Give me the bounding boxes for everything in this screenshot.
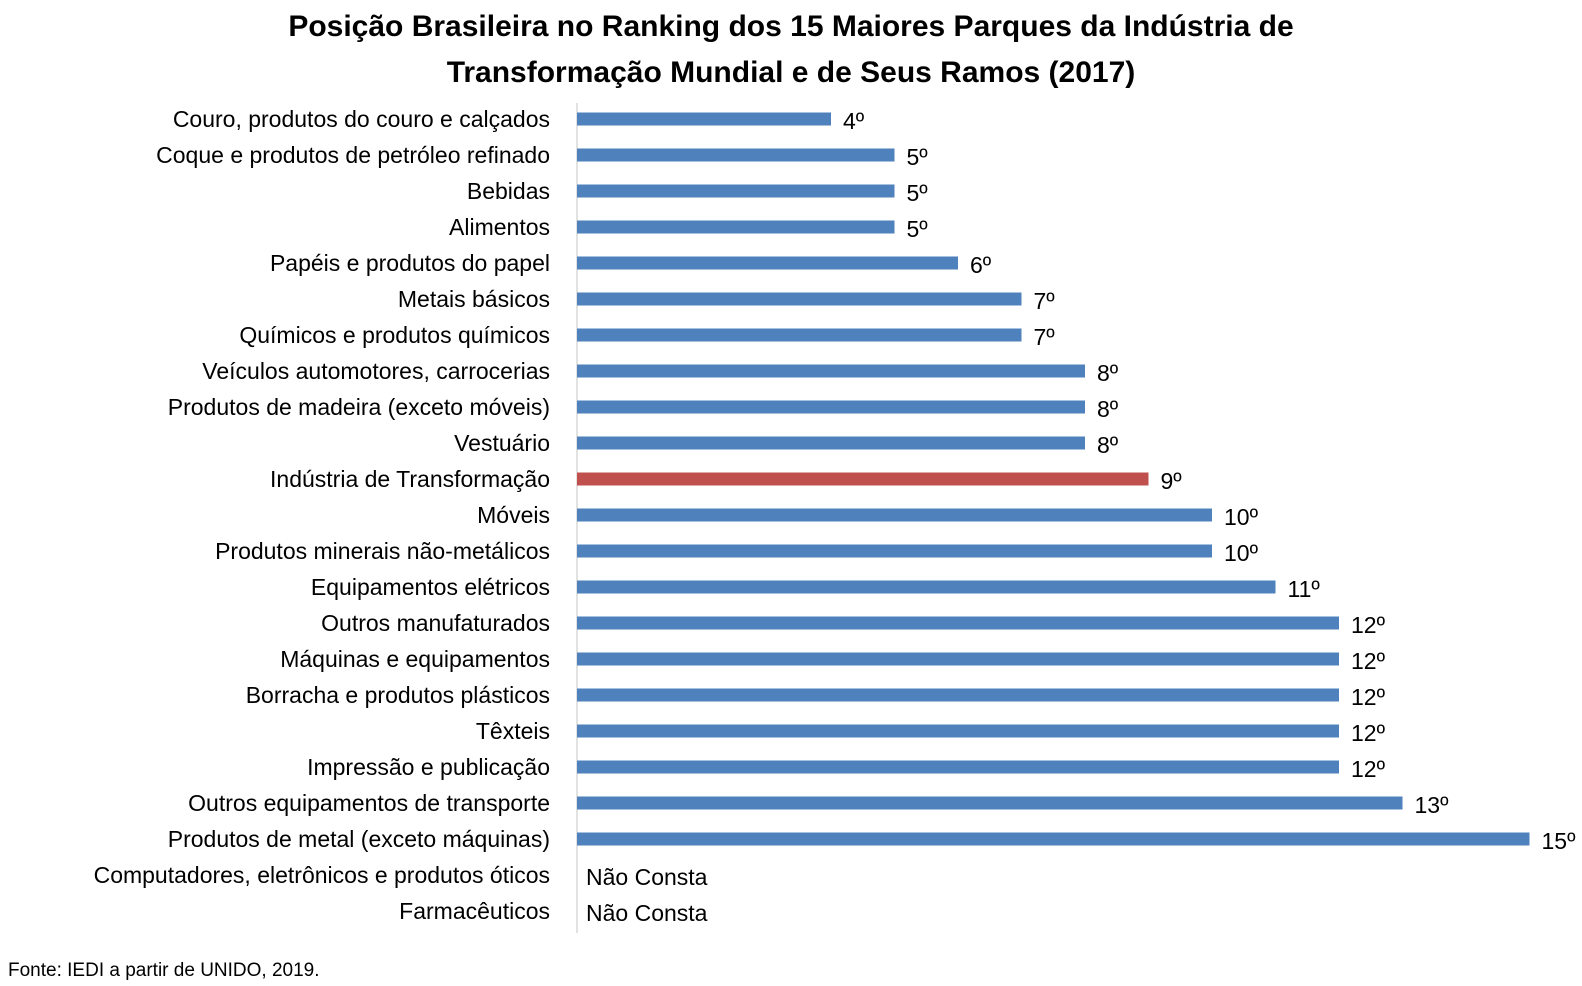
bar (577, 508, 1212, 522)
category-label: Químicos e produtos químicos (239, 322, 550, 348)
data-label: 9º (1161, 468, 1183, 494)
category-label: Máquinas e equipamentos (280, 646, 550, 672)
data-label: 12º (1351, 684, 1386, 710)
category-label: Têxteis (476, 718, 550, 744)
category-label: Veículos automotores, carrocerias (202, 358, 550, 384)
bar (577, 184, 895, 198)
bar (577, 112, 831, 126)
category-label: Bebidas (467, 178, 550, 204)
category-label: Produtos de madeira (exceto móveis) (168, 394, 550, 420)
data-label: 6º (970, 252, 992, 278)
bar (577, 580, 1276, 594)
data-label: 4º (843, 108, 865, 134)
data-label: 5º (907, 216, 929, 242)
category-labels-layer: Couro, produtos do couro e calçados Coque… (94, 106, 550, 924)
bar (577, 436, 1085, 450)
category-label: Indústria de Transformação (270, 466, 550, 492)
data-label: 8º (1097, 432, 1119, 458)
chart-title-line-2: Transformação Mundial e de Seus Ramos (2… (447, 56, 1136, 89)
category-label: Borracha e produtos plásticos (246, 682, 550, 708)
data-label: Não Consta (586, 864, 708, 890)
category-label: Alimentos (449, 214, 550, 240)
data-labels-layer: 4º 5º 5º 5º 6º 7º 7º 8º 8º 8º 9º 10º 10º 11º 12º 12º 12º… (586, 108, 1576, 926)
data-label: 10º (1224, 504, 1259, 530)
bar (577, 544, 1212, 558)
category-label: Metais básicos (398, 286, 550, 312)
bars-layer (577, 112, 1530, 846)
data-label: Não Consta (586, 900, 708, 926)
bar (577, 832, 1530, 846)
bar (577, 724, 1339, 738)
data-label: 12º (1351, 612, 1386, 638)
category-label: Móveis (477, 502, 550, 528)
bar (577, 328, 1022, 342)
bar (577, 220, 895, 234)
data-label: 5º (907, 144, 929, 170)
data-label: 10º (1224, 540, 1259, 566)
bar (577, 760, 1339, 774)
category-label: Outros equipamentos de transporte (188, 790, 550, 816)
category-label: Papéis e produtos do papel (270, 250, 550, 276)
category-label: Couro, produtos do couro e calçados (173, 106, 550, 132)
bar (577, 292, 1022, 306)
bar (577, 688, 1339, 702)
bar (577, 256, 958, 270)
data-label: 8º (1097, 360, 1119, 386)
data-label: 12º (1351, 756, 1386, 782)
category-label: Computadores, eletrônicos e produtos óti… (94, 862, 550, 888)
bar (577, 400, 1085, 414)
data-label: 7º (1034, 324, 1056, 350)
bar (577, 652, 1339, 666)
data-label: 11º (1288, 576, 1321, 602)
data-label: 12º (1351, 648, 1386, 674)
data-label: 5º (907, 180, 929, 206)
category-label: Farmacêuticos (399, 898, 550, 924)
category-label: Vestuário (454, 430, 550, 456)
bar (577, 364, 1085, 378)
bar (577, 796, 1403, 810)
chart-title-line-1: Posição Brasileira no Ranking dos 15 Mai… (288, 10, 1293, 43)
category-label: Equipamentos elétricos (311, 574, 550, 600)
data-label: 7º (1034, 288, 1056, 314)
source-note: Fonte: IEDI a partir de UNIDO, 2019. (8, 960, 320, 981)
bar (577, 616, 1339, 630)
data-label: 13º (1415, 792, 1450, 818)
category-label: Coque e produtos de petróleo refinado (156, 142, 550, 168)
data-label: 8º (1097, 396, 1119, 422)
category-label: Outros manufaturados (321, 610, 550, 636)
bar (577, 472, 1149, 486)
bar (577, 148, 895, 162)
category-label: Impressão e publicação (307, 754, 550, 780)
data-label: 15º (1542, 828, 1577, 854)
category-label: Produtos minerais não-metálicos (215, 538, 550, 564)
data-label: 12º (1351, 720, 1386, 746)
category-label: Produtos de metal (exceto máquinas) (168, 826, 550, 852)
